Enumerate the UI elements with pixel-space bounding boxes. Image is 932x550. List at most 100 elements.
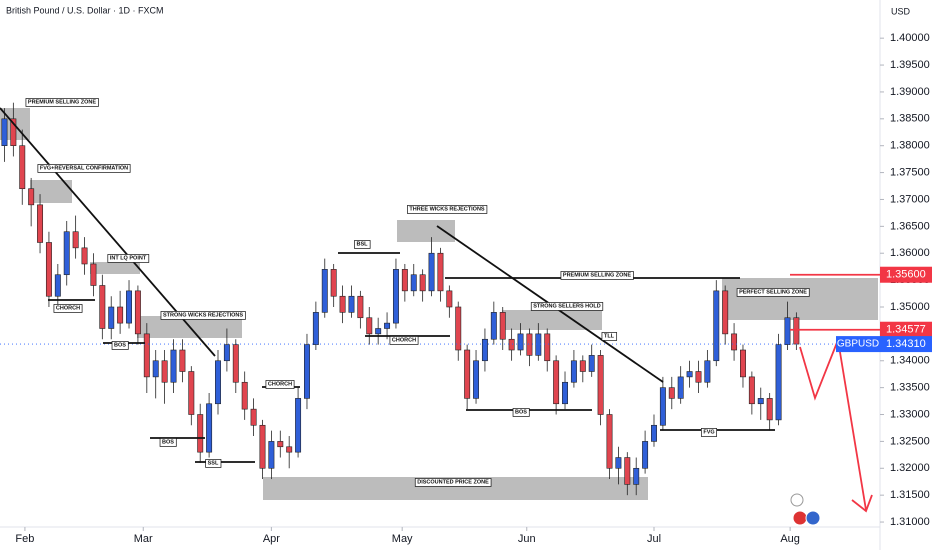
candle-body: [588, 355, 595, 372]
candle-body: [90, 263, 97, 286]
candle-body: [517, 333, 524, 351]
annotation-box: [160, 311, 246, 320]
candle-body: [45, 242, 52, 297]
candle-body: [99, 285, 106, 329]
y-tick-label: 1.36500: [890, 220, 930, 232]
annotation-box: [414, 478, 492, 487]
annotation-box: [159, 438, 177, 447]
candle-body: [508, 338, 515, 351]
candle-body: [1, 118, 8, 146]
candle-body: [63, 231, 70, 276]
candle-body: [232, 344, 239, 383]
x-tick-label: Jul: [647, 533, 661, 545]
candle-body: [615, 457, 622, 469]
candle-body: [668, 387, 675, 399]
chart-title: British Pound / U.S. Dollar · 1D · FXCM: [6, 5, 164, 15]
y-tick-label: 1.39000: [890, 86, 930, 98]
candle-body: [606, 414, 613, 469]
annotation-label: BOS: [515, 409, 527, 415]
annotation-box: [530, 302, 604, 311]
candle-body: [428, 252, 435, 292]
candle-body: [304, 344, 310, 399]
annotation-box: [407, 205, 488, 214]
candle-body: [206, 403, 213, 453]
candle-body: [37, 204, 44, 243]
annotation-label: BOS: [162, 439, 174, 445]
candle-body: [197, 414, 204, 453]
candle-body: [152, 360, 159, 378]
candle-body: [740, 349, 746, 378]
candle-body: [526, 333, 533, 356]
annotation-label: CHORCH: [268, 381, 292, 387]
candle-body: [161, 360, 168, 383]
flag-icon: [805, 510, 821, 526]
y-tick-label: 1.33500: [890, 382, 930, 394]
y-tick-label: 1.38500: [890, 113, 930, 125]
candle-body: [535, 333, 542, 356]
zone-box: [502, 310, 602, 330]
candle-body: [677, 376, 684, 399]
annotation-box: [736, 288, 810, 297]
candle-body: [375, 328, 382, 335]
candle-body: [722, 290, 729, 335]
annotation-label: CHORCH: [392, 337, 416, 343]
projection-arrow: [837, 339, 867, 511]
price-tag: [880, 266, 932, 283]
y-tick-label: 1.39500: [890, 59, 930, 71]
annotation-box: [700, 428, 718, 437]
annotation-box: [53, 304, 83, 313]
candle-body: [223, 344, 230, 362]
annotation-label: PREMIUM SELLING ZONE: [28, 99, 96, 105]
candle-body: [757, 398, 764, 405]
currency-label: USD: [891, 6, 911, 16]
candle-body: [490, 312, 497, 340]
candle-body: [250, 408, 257, 426]
annotation-box: [560, 271, 634, 280]
candle-body: [437, 252, 444, 292]
annotation-label: STRONG WICKS REJECTIONS: [163, 312, 243, 318]
y-tick-label: 1.34000: [890, 355, 930, 367]
projection-arrow: [799, 339, 839, 401]
candle-body: [775, 344, 782, 421]
candle-body: [348, 295, 355, 313]
candle-body: [170, 349, 177, 383]
y-tick-label: 1.32500: [890, 435, 930, 447]
candle-body: [553, 360, 560, 405]
annotation-label: INT LQ POINT: [110, 255, 147, 261]
candle-body: [473, 360, 480, 399]
annotation-box: [111, 341, 129, 350]
annotation-box: [601, 332, 618, 341]
candle-body: [784, 317, 791, 345]
candle-body: [330, 269, 337, 297]
annotation-label: STRONG SELLERS HOLD: [533, 303, 601, 309]
y-tick-label: 1.37000: [890, 193, 930, 205]
arrow-head: [851, 494, 873, 513]
flag-icon: [792, 510, 808, 526]
price-tag: [880, 321, 932, 338]
candle-body: [401, 269, 408, 292]
candle-body: [295, 398, 302, 453]
annotation-box: [265, 380, 295, 389]
candle-body: [81, 247, 88, 265]
annotation-box: [25, 98, 99, 107]
candle-body: [10, 118, 17, 146]
annotation-box: [354, 240, 371, 249]
x-tick-label: Mar: [134, 533, 153, 545]
candle-body: [286, 446, 293, 453]
annotation-label: PREMIUM SELLING ZONE: [563, 272, 631, 278]
candle-body: [357, 295, 364, 319]
candle-body: [695, 371, 702, 383]
alert-icon: [790, 493, 804, 507]
zone-box: [722, 278, 878, 320]
x-tick-label: Jun: [518, 533, 536, 545]
candle-body: [642, 441, 649, 469]
annotation-box: [37, 164, 131, 173]
zone-box: [90, 262, 140, 274]
candle-body: [597, 355, 604, 415]
candle-body: [54, 274, 61, 297]
zone-box: [263, 477, 648, 500]
annotation-label: DISCOUNTED PRICE ZONE: [417, 479, 489, 485]
candle-body: [215, 360, 221, 405]
